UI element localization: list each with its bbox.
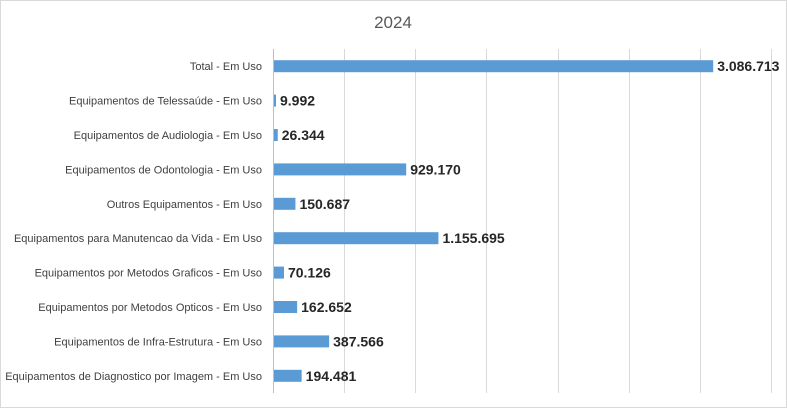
category-label: Equipamentos por Metodos Opticos - Em Us…	[38, 302, 262, 314]
category-labels: Total - Em Uso Equipamentos de Telessaúde…	[5, 61, 262, 383]
bar	[274, 232, 439, 245]
category-label: Equipamentos por Metodos Graficos - Em U…	[35, 268, 262, 280]
value-label: 3.086.713	[717, 58, 779, 74]
bar	[274, 197, 296, 210]
bar	[274, 369, 302, 382]
bar	[274, 129, 278, 141]
bar	[274, 94, 276, 107]
bar	[274, 266, 284, 279]
bar	[274, 163, 407, 176]
value-label: 194.481	[306, 368, 357, 384]
value-label: 387.566	[333, 333, 384, 349]
value-label: 162.652	[301, 299, 352, 315]
bar	[274, 301, 298, 313]
category-label: Equipamentos para Manutencao da Vida - E…	[14, 233, 262, 245]
chart-title: 2024	[374, 13, 412, 32]
value-label: 26.344	[282, 127, 325, 143]
category-label: Equipamentos de Diagnostico por Imagem -…	[5, 371, 262, 383]
gridlines	[273, 49, 772, 393]
value-labels: 3.086.713 9.992 26.344 929.170 150.687 1.155.…	[280, 58, 780, 384]
value-label: 1.155.695	[442, 230, 504, 246]
value-label: 9.992	[280, 93, 315, 109]
category-label: Outros Equipamentos - Em Uso	[107, 199, 262, 211]
category-label: Total - Em Uso	[190, 61, 262, 73]
category-label: Equipamentos de Telessaúde - Em Uso	[69, 96, 262, 108]
category-label: Equipamentos de Infra-Estrutura - Em Uso	[54, 336, 262, 348]
value-label: 70.126	[288, 265, 331, 281]
value-label: 929.170	[410, 161, 461, 177]
bar	[274, 335, 330, 348]
bar	[274, 60, 714, 73]
category-label: Equipamentos de Odontologia - Em Uso	[65, 164, 262, 176]
value-label: 150.687	[299, 196, 350, 212]
bars	[274, 60, 714, 382]
category-label: Equipamentos de Audiologia - Em Uso	[74, 130, 262, 142]
